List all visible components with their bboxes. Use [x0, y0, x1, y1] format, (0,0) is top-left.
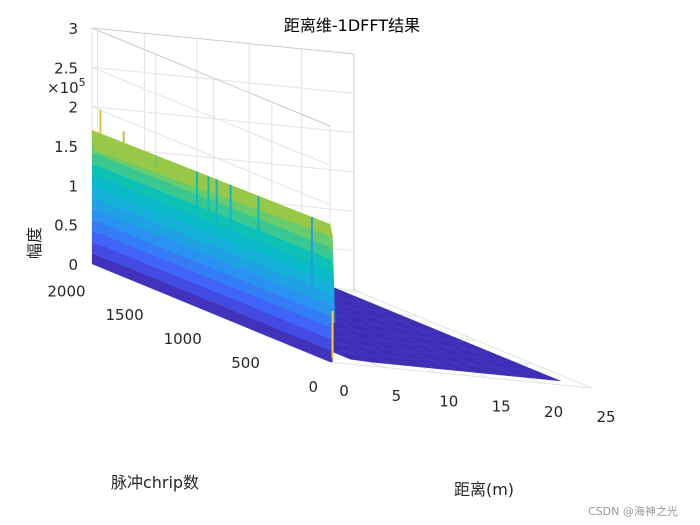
x-tick-label: 15 — [492, 398, 511, 416]
floor-xgrid — [353, 289, 593, 389]
watermark: CSDN @海神之光 — [588, 504, 678, 518]
z-tick-label: 1 — [68, 177, 78, 195]
y-tick-label: 500 — [231, 354, 260, 372]
z-exponent-label: ×105 — [47, 76, 86, 97]
z-axis-label: 幅度 — [25, 227, 44, 259]
surface-side-patch — [92, 208, 330, 317]
x-tick-label: 25 — [596, 408, 615, 426]
box-edge — [91, 27, 331, 127]
z-tick-label: 3 — [68, 20, 78, 38]
y-tick-label: 0 — [308, 378, 318, 396]
surface-front-patch — [330, 270, 333, 289]
surface-front-patch — [330, 281, 333, 300]
surface-side-patch — [92, 163, 330, 271]
back-wall-zgrid — [91, 66, 355, 94]
surface-side-patch — [92, 219, 330, 328]
z-exponent-power: 5 — [79, 76, 86, 89]
y-axis-label: 脉冲chrip数 — [111, 473, 199, 492]
y-tick-label: 2000 — [47, 282, 85, 300]
z-tick-label: 2 — [68, 99, 78, 117]
z-tick-label: 0.5 — [54, 217, 78, 235]
x-tick-label: 10 — [439, 392, 458, 410]
floor-ygrid — [329, 361, 593, 389]
surface-front-patch — [330, 235, 333, 258]
x-tick-label: 5 — [392, 387, 402, 405]
surface-side-patch — [92, 230, 330, 340]
z-tick-label: 1.5 — [54, 138, 78, 156]
x-tick-label: 20 — [544, 403, 563, 421]
surface-side-patch — [92, 252, 330, 362]
left-wall-zgrid — [91, 66, 331, 166]
surface-front-patch — [330, 293, 333, 310]
left-wall-zgrid — [91, 106, 331, 206]
back-wall-zgrid — [91, 106, 355, 134]
surface-side-patch — [92, 185, 330, 294]
surface-side-patch — [92, 174, 330, 282]
x-tick-label: 0 — [339, 382, 349, 400]
y-tick-label: 1500 — [105, 306, 143, 324]
box-edge — [91, 27, 355, 55]
z-tick-label: 0 — [68, 256, 78, 274]
x-axis-label: 距离(m) — [454, 480, 514, 499]
surface-side-patch — [92, 152, 330, 259]
surface-front-patch — [330, 258, 333, 279]
y-tick-label: 1000 — [164, 330, 202, 348]
surface-side-patch — [92, 197, 330, 305]
surface-side-patch — [92, 241, 330, 351]
surface-mesh — [91, 109, 561, 382]
chart-title: 距离维-1DFFT结果 — [284, 16, 420, 35]
axis-ticks: 0 5 10 15 20 25 0 500 1000 1500 2000 0 0.5 1 1.5 2 2.5 3 — [47, 20, 615, 426]
z-tick-label: 2.5 — [54, 59, 78, 77]
surface-front-patch — [330, 247, 333, 268]
z-exponent-base: ×10 — [47, 79, 79, 97]
